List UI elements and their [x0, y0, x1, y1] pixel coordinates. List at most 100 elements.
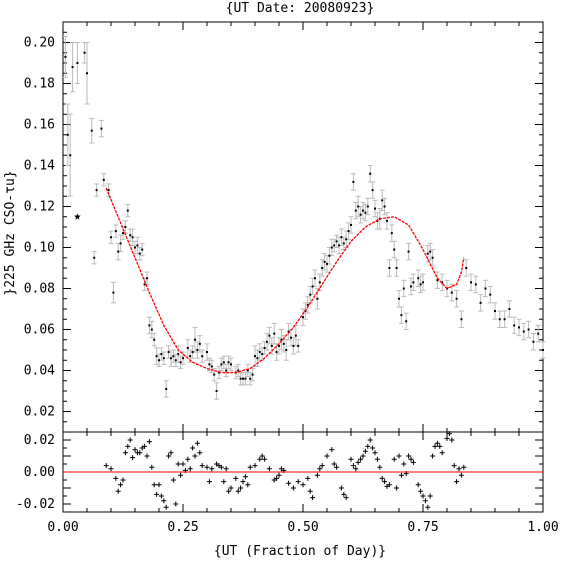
data-point — [326, 262, 328, 265]
data-point — [275, 351, 278, 354]
residual-point — [103, 463, 109, 469]
residual-point — [192, 453, 198, 459]
data-point — [294, 334, 297, 337]
data-point — [239, 377, 242, 380]
data-point — [170, 357, 172, 360]
data-point — [251, 373, 254, 376]
y-tick-label: 0.00 — [24, 465, 55, 480]
residual-point — [187, 466, 193, 472]
residual-point — [276, 472, 282, 478]
data-point — [450, 291, 453, 294]
data-point — [131, 236, 134, 239]
residual-point — [307, 488, 313, 494]
data-point — [136, 244, 139, 247]
data-point — [292, 344, 295, 347]
residual-point — [437, 443, 443, 449]
residual-point — [240, 479, 246, 485]
data-point — [347, 230, 350, 233]
residual-point — [310, 495, 316, 501]
data-point — [218, 371, 220, 374]
data-point — [285, 349, 288, 351]
residual-point — [281, 467, 287, 473]
residual-point — [377, 464, 383, 470]
residual-point — [127, 437, 133, 443]
residual-point — [166, 453, 172, 459]
top-frame — [62, 21, 544, 433]
data-point — [390, 232, 393, 235]
data-point — [354, 209, 357, 212]
data-point — [246, 369, 249, 372]
data-point — [153, 338, 156, 341]
data-point — [362, 209, 364, 212]
residual-point — [182, 467, 188, 473]
data-point — [465, 267, 468, 269]
x-tick-label: 0.50 — [287, 520, 318, 535]
residual-point — [173, 501, 179, 507]
data-point — [191, 351, 194, 354]
residual-point — [161, 498, 167, 504]
data-point — [208, 363, 211, 366]
residual-point — [185, 456, 191, 462]
residual-point — [168, 450, 174, 456]
data-point — [498, 318, 501, 321]
residual-point — [451, 463, 457, 469]
data-point — [119, 242, 122, 245]
residual-point — [370, 445, 376, 451]
data-point — [474, 283, 477, 286]
residual-point — [358, 456, 364, 462]
data-point — [266, 340, 268, 343]
residual-point — [262, 456, 268, 462]
data-point — [230, 363, 232, 366]
data-point — [201, 355, 204, 358]
data-point — [282, 342, 285, 345]
data-point — [436, 279, 439, 282]
y-tick-label: 0.12 — [24, 200, 55, 215]
data-point — [167, 351, 170, 354]
data-point — [398, 297, 400, 300]
data-point — [542, 349, 544, 351]
x-axis-label: {UT (Fraction of Day)} — [214, 544, 386, 559]
residual-point — [353, 466, 359, 472]
data-point — [172, 355, 175, 358]
residual-point — [422, 498, 428, 504]
data-point — [213, 373, 216, 376]
data-point — [417, 277, 420, 280]
data-point — [484, 287, 487, 290]
data-point — [374, 207, 376, 210]
data-point — [532, 340, 535, 343]
residual-point — [338, 485, 344, 491]
data-point — [431, 256, 434, 259]
y-tick-label: 0.18 — [24, 77, 55, 92]
y-tick-label: 0.10 — [24, 241, 55, 256]
data-point — [215, 390, 218, 392]
residual-point — [420, 493, 426, 499]
data-point — [527, 328, 530, 331]
residual-point — [391, 456, 397, 462]
data-point — [537, 332, 540, 335]
residual-point — [221, 479, 227, 485]
residual-point — [382, 479, 388, 485]
data-point — [148, 324, 151, 327]
data-point — [114, 230, 117, 233]
data-point — [206, 351, 208, 354]
residual-point — [401, 461, 407, 467]
residual-point — [158, 493, 164, 499]
data-point — [124, 226, 127, 228]
residual-point — [362, 448, 368, 454]
residual-point — [228, 485, 234, 491]
residual-point — [427, 493, 433, 499]
data-point — [86, 72, 88, 75]
residual-point — [398, 472, 404, 478]
data-point — [261, 353, 264, 356]
residual-point — [257, 456, 263, 462]
data-point — [318, 281, 321, 284]
residual-point — [432, 443, 438, 449]
data-point — [290, 336, 292, 339]
residual-point — [259, 453, 265, 459]
data-point — [479, 301, 482, 304]
data-point — [102, 178, 105, 181]
residual-point — [118, 482, 124, 488]
residual-point — [334, 464, 340, 470]
